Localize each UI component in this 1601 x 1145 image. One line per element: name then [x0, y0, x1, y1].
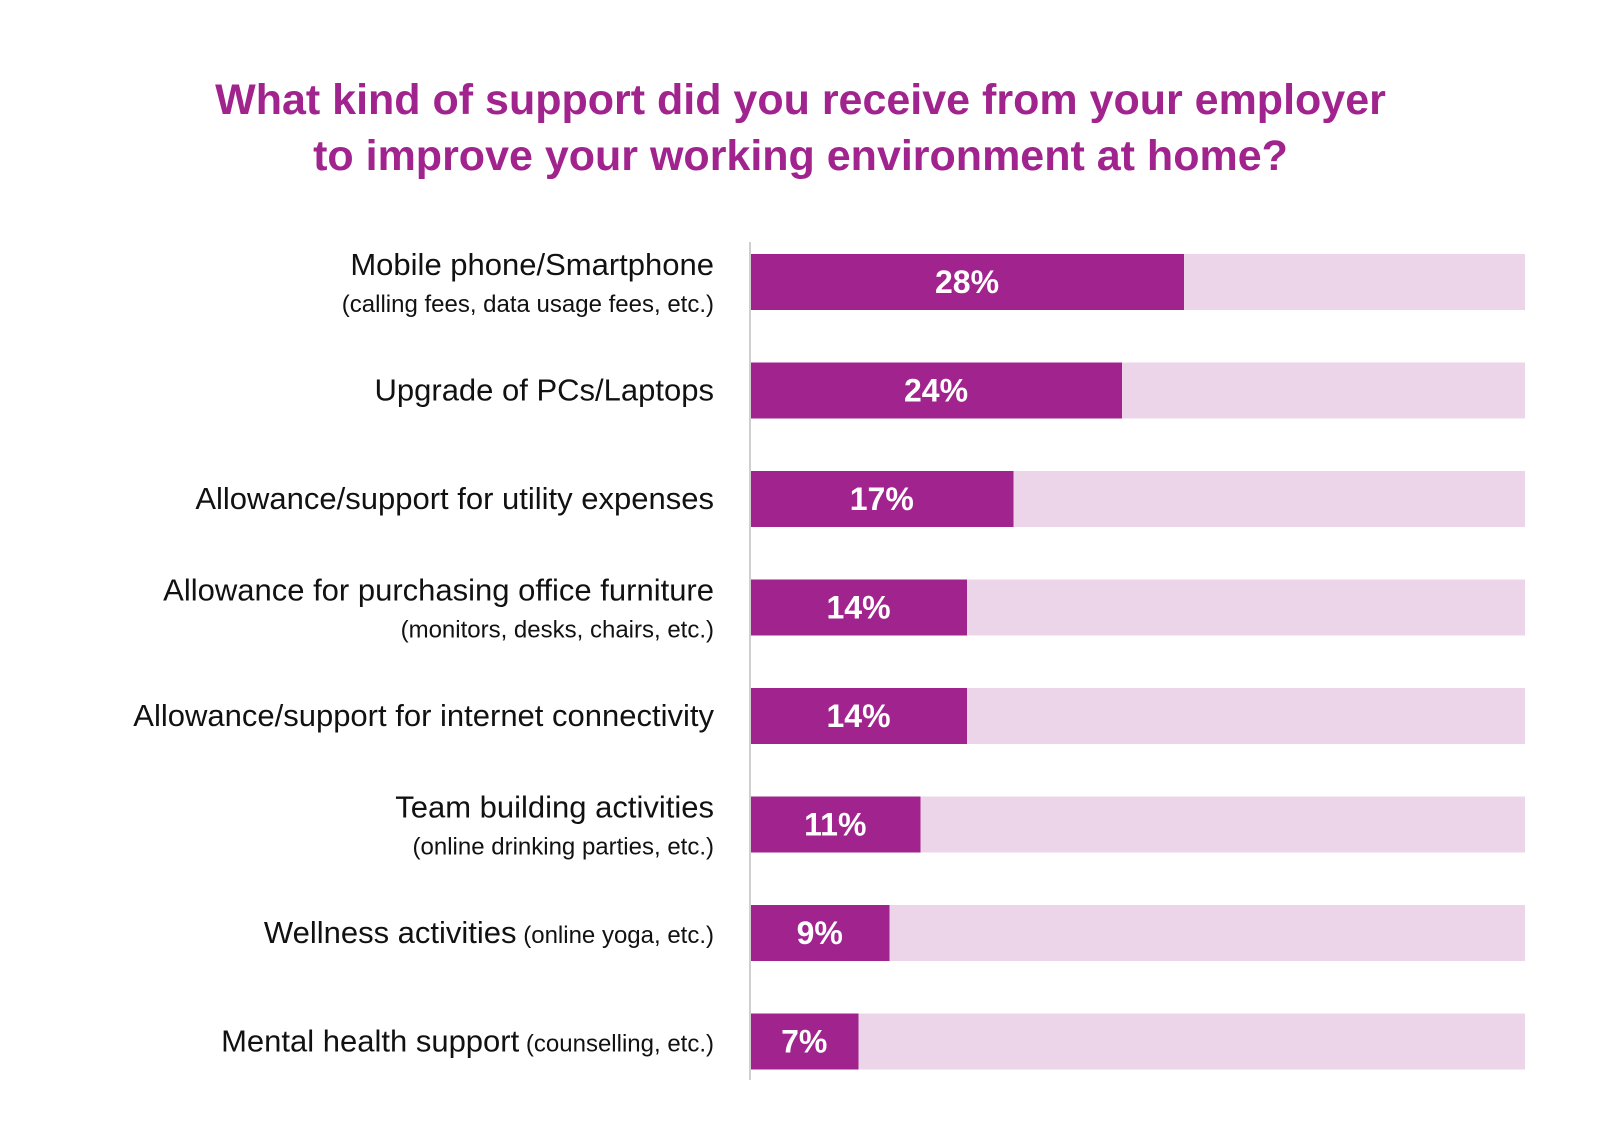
- bar: [751, 254, 1184, 310]
- category-label: Mobile phone/Smartphone: [350, 247, 714, 282]
- category-label: Upgrade of PCs/Laptops: [375, 373, 715, 408]
- category-label-main: Upgrade of PCs/Laptops: [375, 373, 715, 408]
- category-label-main: Mental health support: [221, 1024, 520, 1059]
- bar-value-label: 24%: [904, 373, 968, 409]
- category-sublabel: (calling fees, data usage fees, etc.): [342, 291, 714, 318]
- bar-value-label: 28%: [935, 264, 999, 300]
- category-sublabel: (monitors, desks, chairs, etc.): [401, 617, 714, 644]
- category-label-main: Wellness activities: [264, 915, 517, 950]
- bar: [751, 905, 890, 961]
- category-label: Mental health support (counselling, etc.…: [221, 1024, 714, 1059]
- bar-value-label: 11%: [804, 807, 866, 843]
- bar-value-label: 14%: [826, 698, 890, 734]
- category-label-main: Allowance/support for utility expenses: [195, 481, 714, 516]
- category-label-main: Allowance/support for internet connectiv…: [133, 698, 714, 733]
- category-label: Allowance/support for internet connectiv…: [133, 698, 714, 733]
- bar-value-label: 7%: [781, 1024, 827, 1060]
- bar: [751, 471, 1014, 527]
- category-label: Allowance for purchasing office furnitur…: [163, 573, 714, 608]
- category-label: Allowance/support for utility expenses: [195, 481, 714, 516]
- category-label: Wellness activities (online yoga, etc.): [264, 915, 714, 950]
- category-sublabel: (counselling, etc.): [519, 1031, 714, 1058]
- bar-value-label: 14%: [826, 590, 890, 626]
- bar: [751, 1013, 859, 1070]
- bar-value-label: 9%: [797, 915, 843, 951]
- bar: [751, 362, 1122, 419]
- bar: [751, 796, 921, 853]
- category-sublabel: (online drinking parties, etc.): [413, 834, 714, 861]
- category-label: Team building activities: [395, 790, 714, 825]
- bar: [751, 579, 967, 636]
- bar-track: [751, 1013, 1525, 1070]
- chart-title: What kind of support did you receive fro…: [0, 72, 1601, 184]
- chart-title-line-2: to improve your working environment at h…: [313, 132, 1288, 180]
- bar: [751, 688, 967, 744]
- chart-title-line-1: What kind of support did you receive fro…: [215, 76, 1386, 124]
- category-sublabel: (online yoga, etc.): [517, 922, 714, 949]
- bar-value-label: 17%: [850, 481, 914, 517]
